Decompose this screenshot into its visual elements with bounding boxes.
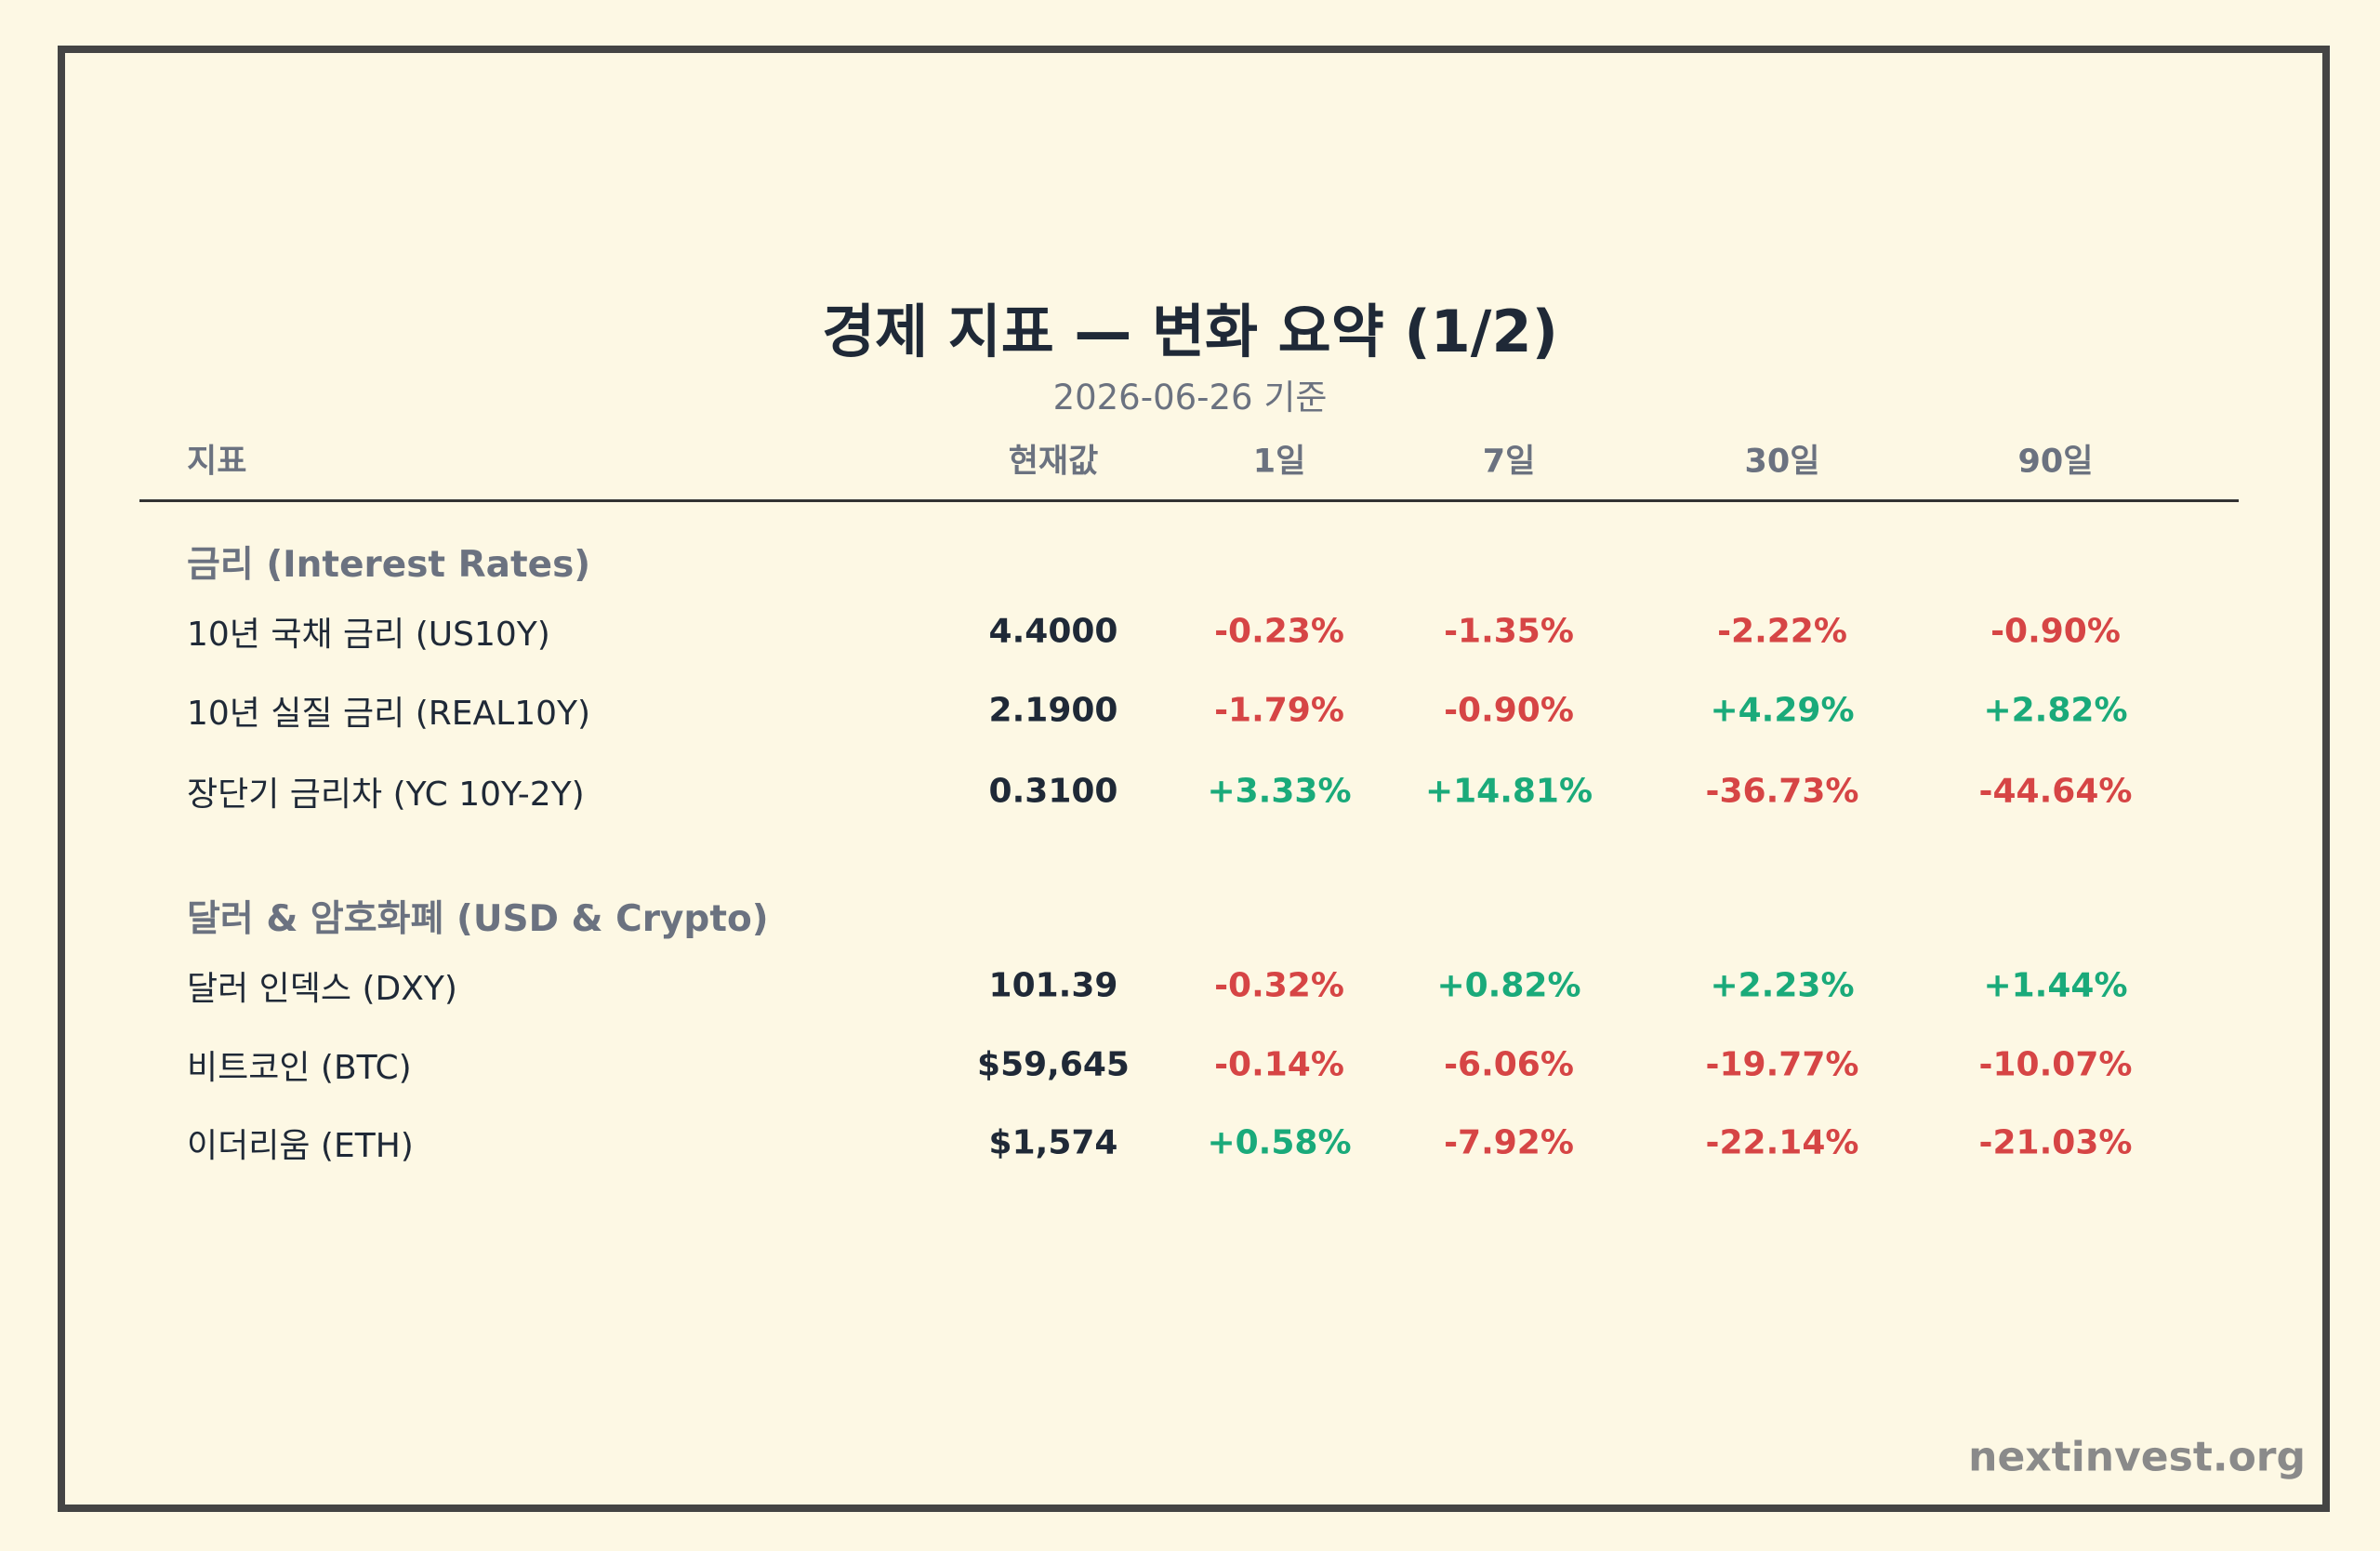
- current-value: 0.3100: [988, 772, 1118, 811]
- change-value: -2.22%: [1717, 612, 1847, 651]
- change-value: -19.77%: [1705, 1045, 1859, 1084]
- row-label: 이더리움 (ETH): [187, 1127, 414, 1165]
- column-header: 현재값: [1008, 443, 1099, 481]
- change-value: +4.29%: [1710, 691, 1855, 730]
- column-header: 지표: [187, 443, 247, 481]
- change-value: -0.14%: [1214, 1045, 1344, 1084]
- row-label: 10년 실질 금리 (REAL10Y): [187, 695, 591, 733]
- change-value: -0.23%: [1214, 612, 1344, 651]
- current-value: $1,574: [988, 1123, 1118, 1162]
- brand: nextinvest.org: [1968, 1433, 2306, 1481]
- change-value: -10.07%: [1978, 1045, 2133, 1084]
- current-value: 4.4000: [988, 612, 1118, 651]
- change-value: +0.58%: [1207, 1123, 1352, 1162]
- row-label: 장단기 금리차 (YC 10Y-2Y): [187, 776, 585, 814]
- change-value: +1.44%: [1983, 966, 2128, 1005]
- section-title: 금리 (Interest Rates): [187, 544, 591, 586]
- current-value: $59,645: [977, 1045, 1130, 1084]
- change-value: -21.03%: [1978, 1123, 2133, 1162]
- change-value: -1.35%: [1444, 612, 1574, 651]
- change-value: +3.33%: [1207, 772, 1352, 811]
- row-label: 10년 국채 금리 (US10Y): [187, 616, 550, 654]
- header-rule: [139, 499, 2239, 502]
- title: 경제 지표 — 변화 요약 (1/2): [822, 298, 1558, 365]
- change-value: -7.92%: [1444, 1123, 1574, 1162]
- current-value: 2.1900: [988, 691, 1118, 730]
- change-value: -0.32%: [1214, 966, 1344, 1005]
- change-value: +2.23%: [1710, 966, 1855, 1005]
- change-value: +0.82%: [1436, 966, 1581, 1005]
- subtitle: 2026-06-26 기준: [1052, 378, 1328, 418]
- section-title: 달러 & 암호화폐 (USD & Crypto): [187, 898, 769, 940]
- change-value: +14.81%: [1424, 772, 1593, 811]
- column-header: 7일: [1482, 443, 1536, 481]
- change-value: -0.90%: [1444, 691, 1574, 730]
- row-label: 비트코인 (BTC): [187, 1049, 412, 1087]
- change-value: -6.06%: [1444, 1045, 1574, 1084]
- change-value: -36.73%: [1705, 772, 1859, 811]
- change-value: -44.64%: [1978, 772, 2133, 811]
- column-header: 1일: [1252, 443, 1306, 481]
- change-value: -0.90%: [1990, 612, 2121, 651]
- change-value: +2.82%: [1983, 691, 2128, 730]
- frame: [58, 46, 2330, 1512]
- change-value: -22.14%: [1705, 1123, 1859, 1162]
- column-header: 30일: [1744, 443, 1820, 481]
- change-value: -1.79%: [1214, 691, 1344, 730]
- row-label: 달러 인덱스 (DXY): [187, 970, 457, 1008]
- column-header: 90일: [2017, 443, 2094, 481]
- current-value: 101.39: [988, 966, 1118, 1005]
